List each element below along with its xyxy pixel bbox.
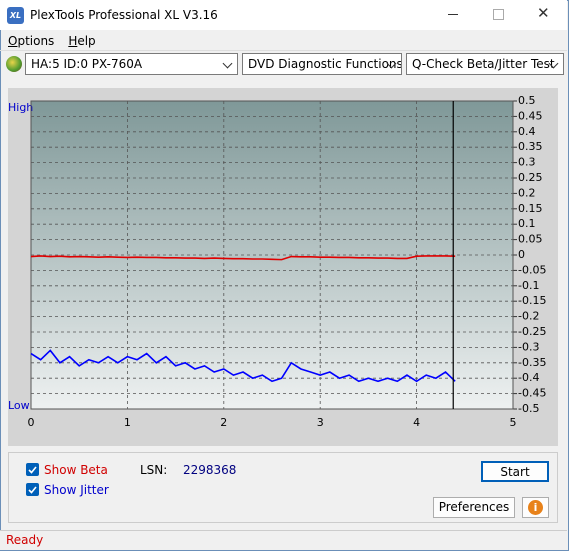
lsn-label: LSN: [140, 463, 168, 477]
series-line [30, 255, 456, 261]
y-tick-label: 0.25 [518, 171, 543, 184]
minimize-button[interactable] [448, 14, 458, 15]
window-title: PlexTools Professional XL V3.16 [30, 8, 218, 22]
controls-panel [8, 452, 558, 523]
app-icon: XL [7, 7, 24, 24]
status-text: Ready [6, 533, 44, 547]
y-tick-label: 0.4 [518, 125, 536, 138]
jitter-checkbox[interactable] [26, 483, 39, 496]
preferences-button[interactable]: Preferences [433, 497, 515, 518]
close-button[interactable]: ✕ [537, 4, 550, 22]
status-bar: Ready [0, 530, 567, 550]
y-tick-label: -0.2 [518, 310, 539, 323]
y-tick-label: -0.45 [518, 387, 546, 400]
x-tick-label: 2 [220, 416, 227, 429]
test-select[interactable]: Q-Check Beta/Jitter Test [406, 53, 564, 75]
series-line [30, 349, 456, 383]
y-tick-label: 0.5 [518, 94, 536, 107]
menu-item[interactable]: Help [68, 34, 96, 48]
y-tick-label: -0.35 [518, 356, 546, 369]
check-icon [28, 486, 37, 494]
beta-checkbox[interactable] [26, 463, 39, 476]
menu-bar: Options Help [8, 34, 110, 48]
y-tick-label: 0.15 [518, 202, 543, 215]
y-tick-label: 0.05 [518, 233, 543, 246]
check-icon [28, 466, 37, 474]
beta-checkbox-label[interactable]: Show Beta [44, 463, 108, 477]
y-tick-label: -0.4 [518, 371, 539, 384]
lsn-value: 2298368 [183, 463, 237, 477]
y-tick-label: 0.35 [518, 140, 543, 153]
drive-icon [6, 56, 22, 72]
maximize-button[interactable] [493, 9, 504, 20]
start-button[interactable]: Start [481, 461, 549, 482]
y-tick-label: 0.45 [518, 109, 543, 122]
y-tick-label: -0.1 [518, 279, 539, 292]
info-button[interactable]: i [522, 497, 549, 518]
menu-item[interactable]: Options [8, 34, 55, 48]
y-tick-label: 0.2 [518, 186, 536, 199]
x-tick-label: 5 [510, 416, 517, 429]
plot-border [30, 100, 514, 410]
function-select[interactable]: DVD Diagnostic Functions [242, 53, 402, 75]
x-tick-label: 4 [413, 416, 420, 429]
y-tick-label: -0.25 [518, 325, 546, 338]
info-icon: i [528, 500, 543, 515]
jitter-checkbox-label[interactable]: Show Jitter [44, 483, 109, 497]
y-tick-label: 0 [518, 248, 525, 261]
x-tick-label: 3 [317, 416, 324, 429]
y-tick-label: -0.5 [518, 402, 539, 415]
y-tick-label: 0.1 [518, 217, 536, 230]
separator [0, 50, 567, 51]
high-label: High [8, 101, 33, 114]
y-tick-label: -0.15 [518, 294, 546, 307]
title-bar: XL PlexTools Professional XL V3.16 ✕ [0, 0, 567, 30]
x-tick-label: 1 [124, 416, 131, 429]
drive-select[interactable]: HA:5 ID:0 PX-760A [25, 53, 238, 75]
y-tick-label: -0.05 [518, 263, 546, 276]
y-tick-label: 0.3 [518, 156, 536, 169]
x-tick-label: 0 [28, 416, 35, 429]
low-label: Low [8, 399, 30, 412]
y-tick-label: -0.3 [518, 340, 539, 353]
chart: High Low 0.50.450.40.350.30.250.20.150.1… [8, 88, 558, 446]
